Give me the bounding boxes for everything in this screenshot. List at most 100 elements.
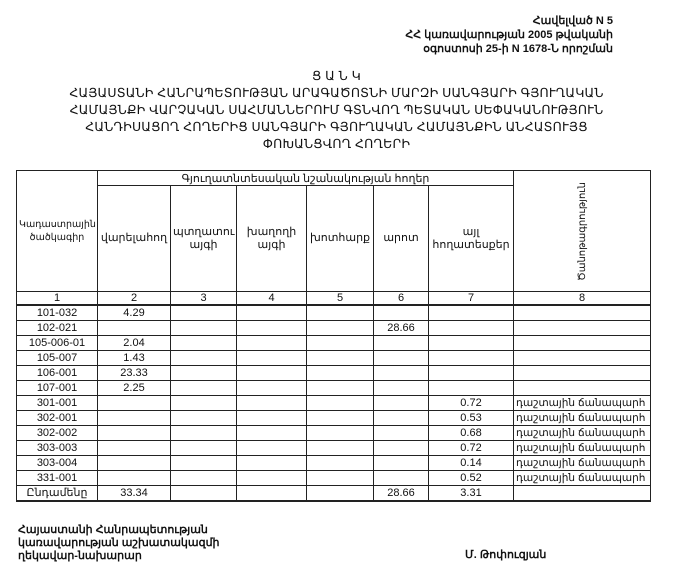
cadastral-code: 303-003 [16, 440, 98, 456]
column-number: 2 [97, 291, 171, 306]
value-cell [236, 455, 307, 471]
note-cell [513, 304, 652, 321]
note-header-text: Ծանոթագրություն [576, 181, 588, 281]
table-row: 303-004 0.14 դաշտային ճանապարհ [16, 455, 652, 471]
value-cell [373, 380, 429, 396]
value-cell [427, 335, 515, 351]
value-cell [306, 485, 374, 502]
value-cell [373, 455, 429, 471]
total-label: Ընդամենը [16, 485, 98, 502]
position-line: ղեկավար-նախարար [18, 550, 142, 562]
value-cell [373, 350, 429, 366]
table-row: 302-002 0.68 դաշտային ճանապարհ [16, 425, 652, 441]
value-cell: 3.31 [427, 485, 515, 502]
value-cell: 28.66 [373, 485, 429, 502]
value-cell [170, 485, 237, 502]
value-cell [306, 320, 374, 336]
value-cell: 33.34 [97, 485, 171, 502]
value-cell [373, 410, 429, 426]
value-cell: 0.72 [427, 440, 515, 456]
cadastral-code: 302-001 [16, 410, 98, 426]
cadastral-code: 106-001 [16, 365, 98, 381]
document-reference: Հավելված N 5 ՀՀ կառավարության 2005 թվակա… [405, 14, 613, 56]
title-line: ՓՈԽԱՆՑՎՈՂ ՀՈՂԵՐԻ [262, 137, 411, 151]
value-cell [306, 455, 374, 471]
value-cell [236, 440, 307, 456]
title-line: ՀԱՄԱՅՆՔԻ ՎԱՐՉԱԿԱՆ ՍԱՀՄԱՆՆԵՐՈՒՄ ԳՏՆՎՈՂ ՊԵ… [69, 103, 604, 117]
cadastral-code: 107-001 [16, 380, 98, 396]
total-row: Ընդամենը 33.34 28.66 3.31 [16, 485, 652, 502]
table-row: 102-021 28.66 [16, 320, 652, 336]
land-table: Կադաստրային ծածկագիր Գյուղատնտեսական նշա… [16, 170, 652, 502]
value-cell [97, 320, 171, 336]
value-cell [427, 380, 515, 396]
table-row: 107-001 2.25 [16, 380, 652, 396]
value-cell: 0.14 [427, 455, 515, 471]
value-cell [97, 440, 171, 456]
note-cell [513, 320, 652, 336]
value-cell [373, 425, 429, 441]
value-cell [170, 440, 237, 456]
header-cadastral-code: Կադաստրային ծածկագիր [16, 170, 98, 292]
table-row: 301-001 0.72 դաշտային ճանապարհ [16, 395, 652, 411]
cadastral-code: 301-001 [16, 395, 98, 411]
header-column: այլ հողատեսքեր [427, 185, 515, 292]
value-cell [97, 425, 171, 441]
value-cell [427, 350, 515, 366]
header-column: խաղողի այգի [236, 185, 307, 292]
note-cell [513, 365, 652, 381]
position-line: Հայաստանի Հանրապետության [18, 524, 208, 536]
value-cell [306, 304, 374, 321]
title-line: Ց Ա Ն Կ [312, 69, 361, 83]
value-cell [170, 380, 237, 396]
note-cell: դաշտային ճանապարհ [513, 425, 652, 441]
value-cell [306, 425, 374, 441]
value-cell [236, 470, 307, 486]
value-cell: 2.04 [97, 335, 171, 351]
column-number: 1 [16, 291, 98, 306]
header-column: արոտ [373, 185, 429, 292]
cadastral-code: 101-032 [16, 304, 98, 321]
column-number: 3 [170, 291, 237, 306]
position-line: կառավարության աշխատակազմի [18, 537, 220, 549]
value-cell [427, 304, 515, 321]
value-cell: 0.68 [427, 425, 515, 441]
title-line: ՀԱՅԱՍՏԱՆԻ ՀԱՆՐԱՊԵՏՈՒԹՅԱՆ ԱՐԱԳԱԾՈՏՆԻ ՄԱՐԶ… [69, 86, 604, 100]
table-row: 105-007 1.43 [16, 350, 652, 366]
value-cell: 28.66 [373, 320, 429, 336]
value-cell [306, 395, 374, 411]
value-cell [170, 350, 237, 366]
document-title: Ց Ա Ն Կ ՀԱՅԱՍՏԱՆԻ ՀԱՆՐԱՊԵՏՈՒԹՅԱՆ ԱՐԱԳԱԾՈ… [0, 68, 673, 153]
note-cell: դաշտային ճանապարհ [513, 455, 652, 471]
column-number: 5 [306, 291, 374, 306]
value-cell [306, 350, 374, 366]
value-cell [373, 440, 429, 456]
value-cell: 2.25 [97, 380, 171, 396]
value-cell [170, 320, 237, 336]
value-cell [306, 365, 374, 381]
value-cell [170, 470, 237, 486]
header-column: վարելահող [97, 185, 171, 292]
value-cell [97, 470, 171, 486]
value-cell [306, 470, 374, 486]
header-note: Ծանոթագրություն [513, 170, 652, 292]
note-cell: դաշտային ճանապարհ [513, 440, 652, 456]
cadastral-code: 102-021 [16, 320, 98, 336]
reference-line: ՀՀ կառավարության 2005 թվականի [405, 29, 613, 41]
column-number: 8 [513, 291, 652, 306]
cadastral-code: 331-001 [16, 470, 98, 486]
table-row: 331-001 0.52 դաշտային ճանապարհ [16, 470, 652, 486]
value-cell [373, 335, 429, 351]
value-cell [236, 380, 307, 396]
note-cell [513, 350, 652, 366]
value-cell [170, 455, 237, 471]
column-number: 6 [373, 291, 429, 306]
value-cell [306, 380, 374, 396]
value-cell [236, 320, 307, 336]
table-row: 106-001 23.33 [16, 365, 652, 381]
cadastral-code: 302-002 [16, 425, 98, 441]
value-cell [373, 304, 429, 321]
value-cell: 4.29 [97, 304, 171, 321]
value-cell [427, 365, 515, 381]
